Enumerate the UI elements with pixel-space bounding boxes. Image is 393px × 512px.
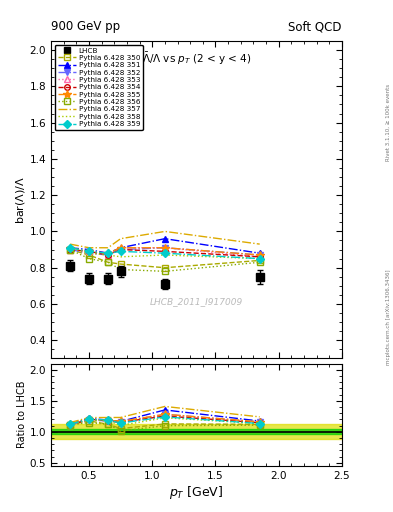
Pythia 6.428 350: [118, 261, 123, 267]
Pythia 6.428 355: [87, 248, 92, 254]
Pythia 6.428 354: [87, 248, 92, 254]
Line: Pythia 6.428 353: Pythia 6.428 353: [67, 245, 263, 260]
Pythia 6.428 357: [87, 245, 92, 251]
Pythia 6.428 350: [87, 252, 92, 258]
Pythia 6.428 355: [257, 252, 262, 258]
Pythia 6.428 350: [106, 259, 110, 265]
X-axis label: $p_T$ [GeV]: $p_T$ [GeV]: [169, 483, 224, 501]
Pythia 6.428 358: [163, 252, 167, 258]
Pythia 6.428 352: [257, 252, 262, 258]
Pythia 6.428 353: [118, 245, 123, 251]
Pythia 6.428 358: [68, 245, 72, 251]
Pythia 6.428 352: [163, 245, 167, 251]
Pythia 6.428 357: [118, 236, 123, 242]
Line: Pythia 6.428 352: Pythia 6.428 352: [67, 245, 263, 258]
Text: 900 GeV pp: 900 GeV pp: [51, 20, 120, 33]
Pythia 6.428 354: [257, 254, 262, 260]
Pythia 6.428 351: [68, 245, 72, 251]
Pythia 6.428 359: [106, 250, 110, 257]
Pythia 6.428 359: [68, 245, 72, 251]
Line: Pythia 6.428 358: Pythia 6.428 358: [70, 248, 260, 259]
Pythia 6.428 350: [257, 258, 262, 264]
Line: Pythia 6.428 350: Pythia 6.428 350: [67, 247, 263, 270]
Pythia 6.428 356: [163, 268, 167, 274]
Pythia 6.428 354: [68, 246, 72, 252]
Pythia 6.428 352: [118, 246, 123, 252]
Line: Pythia 6.428 351: Pythia 6.428 351: [67, 236, 263, 256]
Pythia 6.428 351: [118, 245, 123, 251]
Pythia 6.428 352: [87, 250, 92, 257]
Text: Rivet 3.1.10, ≥ 100k events: Rivet 3.1.10, ≥ 100k events: [386, 84, 391, 161]
Pythia 6.428 352: [106, 252, 110, 258]
Pythia 6.428 358: [106, 252, 110, 258]
Pythia 6.428 357: [68, 241, 72, 247]
Pythia 6.428 356: [118, 266, 123, 272]
Text: LHCB_2011_I917009: LHCB_2011_I917009: [150, 297, 243, 306]
Pythia 6.428 359: [87, 248, 92, 254]
Pythia 6.428 353: [257, 254, 262, 260]
Pythia 6.428 351: [87, 246, 92, 252]
Line: Pythia 6.428 357: Pythia 6.428 357: [70, 231, 260, 248]
Legend: LHCB, Pythia 6.428 350, Pythia 6.428 351, Pythia 6.428 352, Pythia 6.428 353, Py: LHCB, Pythia 6.428 350, Pythia 6.428 351…: [55, 45, 143, 130]
Pythia 6.428 353: [106, 252, 110, 258]
Pythia 6.428 355: [106, 250, 110, 257]
Line: Pythia 6.428 355: Pythia 6.428 355: [66, 244, 264, 259]
Text: Soft QCD: Soft QCD: [288, 20, 342, 33]
Pythia 6.428 355: [118, 245, 123, 251]
Pythia 6.428 351: [257, 250, 262, 257]
Pythia 6.428 354: [163, 248, 167, 254]
Pythia 6.428 359: [257, 255, 262, 262]
Pythia 6.428 354: [118, 246, 123, 252]
Pythia 6.428 359: [118, 248, 123, 254]
Text: $\bar{\Lambda}/\Lambda$ vs $p_T$ (2 < y < 4): $\bar{\Lambda}/\Lambda$ vs $p_T$ (2 < y …: [142, 51, 251, 67]
Y-axis label: bar($\Lambda$)/$\Lambda$: bar($\Lambda$)/$\Lambda$: [14, 176, 27, 224]
Pythia 6.428 358: [87, 250, 92, 257]
Pythia 6.428 353: [87, 248, 92, 254]
Line: Pythia 6.428 354: Pythia 6.428 354: [67, 247, 263, 260]
Pythia 6.428 357: [163, 228, 167, 234]
Pythia 6.428 358: [118, 254, 123, 260]
Pythia 6.428 354: [106, 252, 110, 258]
Pythia 6.428 357: [106, 245, 110, 251]
Pythia 6.428 356: [87, 255, 92, 262]
Text: mcplots.cern.ch [arXiv:1306.3436]: mcplots.cern.ch [arXiv:1306.3436]: [386, 270, 391, 365]
Pythia 6.428 355: [68, 245, 72, 251]
Pythia 6.428 356: [68, 246, 72, 252]
Pythia 6.428 353: [163, 245, 167, 251]
Pythia 6.428 351: [163, 236, 167, 242]
Pythia 6.428 356: [106, 259, 110, 265]
Pythia 6.428 356: [257, 259, 262, 265]
Pythia 6.428 352: [68, 246, 72, 252]
Line: Pythia 6.428 356: Pythia 6.428 356: [67, 247, 263, 274]
Pythia 6.428 359: [163, 250, 167, 257]
Y-axis label: Ratio to LHCB: Ratio to LHCB: [17, 381, 27, 449]
Pythia 6.428 353: [68, 246, 72, 252]
Pythia 6.428 350: [163, 265, 167, 271]
Pythia 6.428 351: [106, 250, 110, 257]
Line: Pythia 6.428 359: Pythia 6.428 359: [67, 245, 263, 262]
Pythia 6.428 350: [68, 246, 72, 252]
Pythia 6.428 357: [257, 241, 262, 247]
Pythia 6.428 358: [257, 255, 262, 262]
Pythia 6.428 355: [163, 245, 167, 251]
